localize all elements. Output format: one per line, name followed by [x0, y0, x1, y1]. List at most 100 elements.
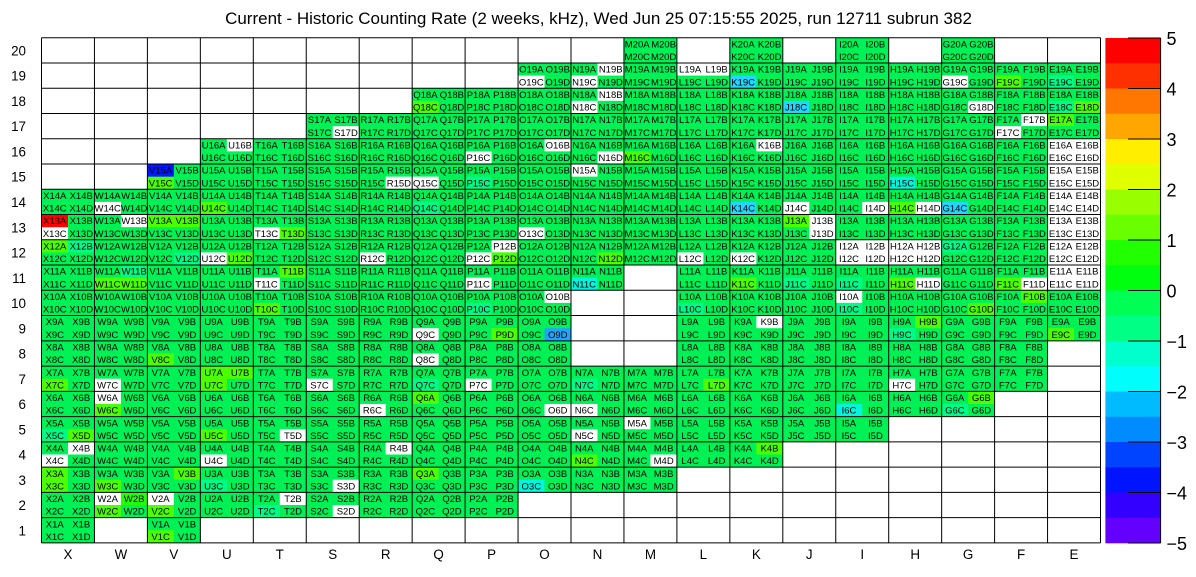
svg-text:O9A: O9A [522, 317, 542, 328]
svg-text:X: X [64, 547, 73, 562]
svg-text:M12A: M12A [625, 241, 650, 252]
svg-text:F12D: F12D [1023, 254, 1046, 265]
svg-text:U2D: U2D [231, 507, 250, 518]
svg-text:R8B: R8B [390, 342, 408, 353]
svg-text:M14A: M14A [625, 191, 650, 202]
svg-text:J13B: J13B [812, 216, 834, 227]
svg-text:L17D: L17D [705, 128, 728, 139]
svg-text:T15A: T15A [255, 166, 278, 177]
svg-text:X4B: X4B [72, 444, 90, 455]
svg-text:J7A: J7A [788, 368, 805, 379]
svg-text:T10D: T10D [281, 305, 304, 316]
svg-text:M12C: M12C [625, 254, 650, 265]
svg-text:F7C: F7C [999, 380, 1017, 391]
svg-text:T16A: T16A [255, 140, 278, 151]
svg-text:O19B: O19B [546, 65, 570, 76]
svg-text:X2C: X2C [45, 507, 64, 518]
svg-text:Q18C: Q18C [413, 103, 438, 114]
svg-text:V13B: V13B [175, 216, 198, 227]
svg-text:R3D: R3D [389, 481, 408, 492]
svg-text:E11A: E11A [1050, 267, 1073, 278]
svg-text:O8C: O8C [522, 355, 542, 366]
svg-text:J13C: J13C [785, 229, 807, 240]
svg-text:U15B: U15B [228, 166, 252, 177]
svg-text:K20A: K20A [731, 39, 755, 50]
svg-text:K17B: K17B [758, 115, 781, 126]
svg-text:E15B: E15B [1076, 166, 1099, 177]
svg-text:P14D: P14D [493, 204, 517, 215]
svg-text:T3D: T3D [284, 481, 302, 492]
svg-text:O18D: O18D [545, 103, 570, 114]
svg-text:10: 10 [11, 296, 26, 311]
svg-text:L16D: L16D [705, 153, 728, 164]
svg-text:U10C: U10C [201, 305, 225, 316]
svg-text:J12A: J12A [785, 241, 807, 252]
svg-text:K4A: K4A [734, 444, 753, 455]
svg-text:P13B: P13B [493, 216, 516, 227]
svg-text:P10B: P10B [493, 292, 516, 303]
svg-text:V1D: V1D [178, 532, 197, 543]
svg-text:X7D: X7D [72, 380, 91, 391]
svg-text:K11C: K11C [732, 279, 755, 290]
svg-text:S11B: S11B [335, 267, 358, 278]
svg-text:I20C: I20C [839, 52, 859, 63]
svg-text:J19B: J19B [812, 65, 834, 76]
svg-text:L16B: L16B [706, 140, 728, 151]
svg-text:K6A: K6A [734, 393, 753, 404]
svg-text:N3B: N3B [601, 469, 619, 480]
svg-text:F18A: F18A [996, 90, 1019, 101]
svg-text:F9B: F9B [1026, 317, 1043, 328]
svg-text:H18D: H18D [916, 103, 940, 114]
svg-text:R12A: R12A [361, 241, 385, 252]
svg-text:L4B: L4B [708, 444, 725, 455]
svg-text:O18C: O18C [519, 103, 544, 114]
svg-text:U14C: U14C [201, 204, 225, 215]
svg-text:V1C: V1C [151, 532, 170, 543]
svg-text:R14C: R14C [360, 204, 384, 215]
svg-text:F8D: F8D [1025, 355, 1043, 366]
svg-text:R10A: R10A [361, 292, 385, 303]
svg-text:K18B: K18B [758, 90, 781, 101]
svg-text:E17A: E17A [1049, 115, 1073, 126]
svg-text:S8B: S8B [337, 342, 355, 353]
svg-text:K11A: K11A [732, 267, 755, 278]
svg-text:G7B: G7B [972, 368, 991, 379]
svg-text:J7B: J7B [814, 368, 830, 379]
svg-text:R4D: R4D [389, 456, 408, 467]
svg-text:W10B: W10B [121, 292, 147, 303]
svg-text:G10B: G10B [969, 292, 993, 303]
svg-text:F9D: F9D [1025, 330, 1043, 341]
svg-text:Q6C: Q6C [416, 406, 436, 417]
svg-text:V8D: V8D [178, 355, 197, 366]
svg-text:E19B: E19B [1076, 65, 1099, 76]
svg-text:G16C: G16C [942, 153, 967, 164]
svg-text:M6B: M6B [654, 393, 674, 404]
svg-text:G13D: G13D [969, 229, 994, 240]
svg-text:X4A: X4A [46, 444, 65, 455]
svg-text:X3C: X3C [45, 481, 64, 492]
svg-text:U4A: U4A [204, 444, 223, 455]
svg-text:U11B: U11B [229, 267, 252, 278]
svg-text:R7A: R7A [363, 368, 382, 379]
svg-text:G8C: G8C [945, 355, 965, 366]
svg-text:L13D: L13D [705, 229, 728, 240]
svg-text:R17B: R17B [387, 115, 411, 126]
svg-text:F8B: F8B [1026, 342, 1043, 353]
svg-text:P8D: P8D [496, 355, 515, 366]
svg-text:Q10B: Q10B [440, 292, 464, 303]
svg-text:L8C: L8C [681, 355, 699, 366]
svg-text:V: V [169, 547, 178, 562]
svg-text:P6C: P6C [469, 406, 488, 417]
svg-text:O11B: O11B [546, 267, 570, 278]
svg-text:R4A: R4A [363, 444, 382, 455]
svg-text:V12C: V12C [149, 254, 173, 265]
svg-text:J8C: J8C [788, 355, 805, 366]
svg-text:J10A: J10A [785, 292, 807, 303]
svg-text:V15D: V15D [175, 178, 199, 189]
svg-text:G9A: G9A [945, 317, 965, 328]
svg-text:O5D: O5D [548, 431, 568, 442]
svg-text:T3C: T3C [258, 481, 276, 492]
svg-text:W12D: W12D [121, 254, 148, 265]
svg-text:N13A: N13A [572, 216, 596, 227]
svg-text:J13D: J13D [811, 229, 833, 240]
